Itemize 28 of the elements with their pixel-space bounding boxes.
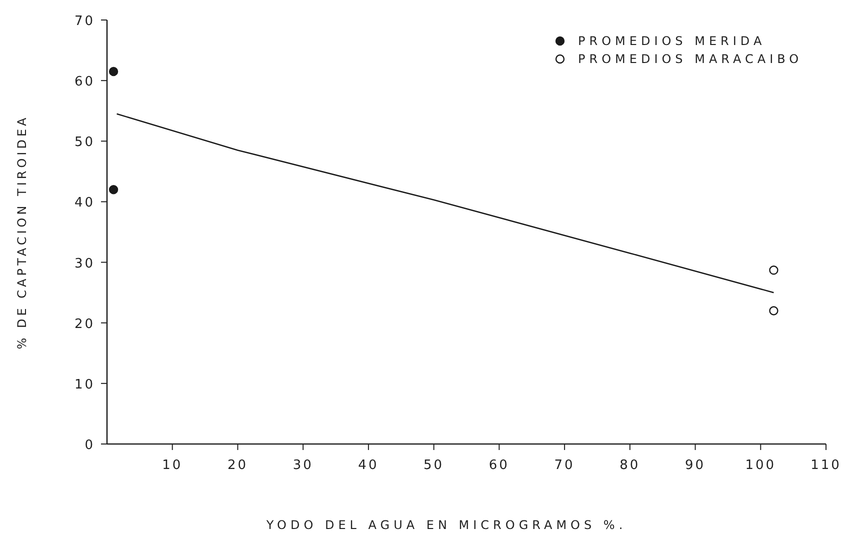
- y-axis-title: % DE CAPTACION TIROIDEA: [15, 114, 29, 350]
- y-tick-label: 20: [74, 316, 95, 332]
- x-tick-label: 10: [162, 458, 183, 473]
- x-tick-label: 50: [424, 458, 444, 473]
- x-tick-label: 20: [227, 458, 248, 473]
- y-tick-label: 10: [74, 377, 95, 392]
- y-tick-label: 40: [74, 196, 95, 211]
- legend-label: PROMEDIOS MARACAIBO: [578, 52, 803, 66]
- x-tick-label: 40: [358, 458, 379, 473]
- line-series: [116, 113, 774, 294]
- point: [108, 66, 118, 76]
- legend-label: PROMEDIOS MERIDA: [578, 34, 766, 48]
- point: [769, 306, 778, 316]
- x-tick-label: 30: [292, 458, 314, 473]
- y-tick-label: 70: [74, 14, 95, 29]
- y-tick-label: 0: [84, 438, 95, 453]
- x-axis-title: YODO DEL AGUA EN MICROGRAMOS %.: [265, 518, 627, 532]
- point: [108, 185, 118, 194]
- x-tick-label: 100: [745, 458, 776, 473]
- x-tick-label: 80: [620, 458, 640, 473]
- y-tick-label: 50: [74, 135, 95, 150]
- y-tick-label: 30: [74, 256, 95, 272]
- x-tick-label: 70: [554, 458, 575, 473]
- x-tick-label: 110: [810, 458, 842, 473]
- point: [769, 266, 778, 275]
- x-tick-label: 60: [488, 458, 510, 473]
- x-tick-label: 90: [685, 458, 706, 473]
- y-tick-label: 60: [74, 74, 95, 90]
